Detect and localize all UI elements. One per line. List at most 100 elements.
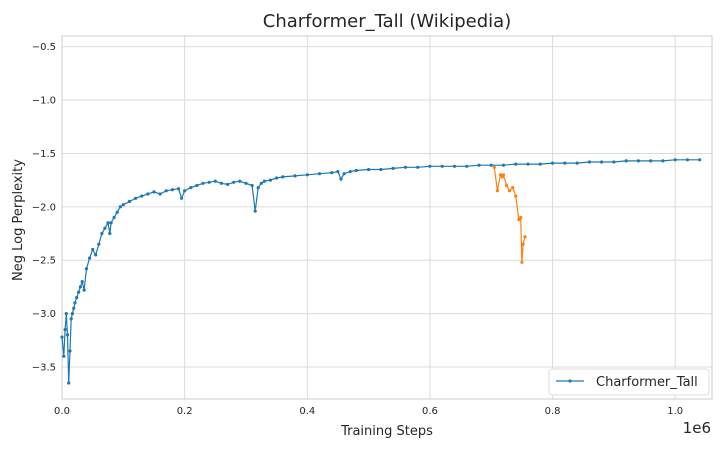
series-1-point <box>501 173 506 177</box>
series-0-point <box>259 181 263 185</box>
series-1-point <box>519 215 523 220</box>
series-0-point <box>275 176 279 180</box>
series-1-point <box>498 173 502 177</box>
y-axis-label: Neg Log Perplexity <box>11 159 26 281</box>
series-0-point <box>253 209 257 213</box>
series-0-point <box>305 173 309 177</box>
series-0-point <box>587 160 592 164</box>
series-0-point <box>201 181 205 185</box>
series-0-point <box>391 166 395 170</box>
series-0-point <box>367 167 371 172</box>
y-tick-label: −1.0 <box>32 96 56 107</box>
series-0-point <box>612 160 616 164</box>
x-axis-offset-label: 1e6 <box>683 419 711 437</box>
series-1-point <box>521 242 525 246</box>
series-0-point <box>477 163 481 167</box>
series-0-point <box>121 203 125 207</box>
series-0-point <box>112 215 116 220</box>
series-0-point <box>176 187 181 191</box>
series-0-point <box>403 165 407 169</box>
series-0-point <box>489 163 493 167</box>
legend-box <box>548 368 710 396</box>
series-0-point <box>330 171 334 175</box>
series-0-point <box>91 247 95 252</box>
series-1-point <box>505 183 509 188</box>
y-tick-label: −1.5 <box>32 149 56 160</box>
series-1-point <box>492 165 496 169</box>
series-0-point <box>673 158 677 162</box>
series-0-point <box>219 181 223 185</box>
series-0-point <box>77 290 81 294</box>
series-0-point <box>140 194 144 198</box>
series-line-0 <box>61 159 700 384</box>
series-0-point <box>64 312 68 316</box>
series-0-point <box>698 158 702 162</box>
series-0-point <box>317 172 322 176</box>
series-0-point <box>183 189 187 193</box>
series-0-point <box>452 164 457 168</box>
legend: Charformer_Tall <box>548 368 710 396</box>
series-1-point <box>495 189 499 193</box>
series-0-point <box>158 192 162 196</box>
series-0-point <box>152 190 156 194</box>
series-0-point <box>164 189 168 193</box>
series-0-point <box>115 210 119 214</box>
series-1-point <box>523 235 527 239</box>
series-0-point <box>465 164 469 168</box>
series-0-point <box>73 301 77 305</box>
grid-lines <box>61 36 712 399</box>
plot-area-frame <box>61 35 713 400</box>
series-0-point <box>127 199 132 204</box>
series-0-point <box>68 349 72 353</box>
series-0-point <box>501 163 506 167</box>
series-0-point <box>281 175 285 179</box>
series-0-point <box>348 170 352 174</box>
series-0-point <box>109 221 113 225</box>
series-0-point <box>106 221 110 225</box>
chart-title: Charformer_Tall (Wikipedia) <box>263 11 511 32</box>
x-tick-label: 0.6 <box>422 406 438 417</box>
series-0-point <box>551 161 555 165</box>
series-0-point <box>336 170 340 174</box>
series-0-point <box>293 174 297 178</box>
series-0-point <box>78 285 82 289</box>
series-0-point <box>118 205 122 209</box>
series-0-point <box>108 231 112 236</box>
series-0-point <box>69 317 73 321</box>
series-0-point <box>526 162 530 166</box>
x-tick-label: 0.0 <box>54 406 70 417</box>
series-0-point <box>213 179 217 183</box>
y-tick-label: −3.0 <box>32 309 56 320</box>
series-0-point <box>339 177 343 181</box>
series-1-point <box>520 260 524 264</box>
series-0-point <box>100 231 104 236</box>
series-0-point <box>342 172 346 176</box>
series-0-point <box>75 296 79 300</box>
series-0-point <box>232 180 236 184</box>
series-0-point <box>84 267 89 271</box>
series-0-point <box>170 188 174 192</box>
series-0-point <box>226 182 230 186</box>
series-0-point <box>189 186 193 190</box>
series-0-point <box>207 180 211 184</box>
legend-label: Charformer_Tall <box>596 375 698 390</box>
axis-ticks: 0.0 0.2 0.4 0.6 0.8 1.0 −0.5 −1.0 −1.5 −2.0 −2.5 −3… <box>32 42 683 417</box>
series-0-point <box>354 168 358 173</box>
y-tick-label: −3.5 <box>32 362 56 373</box>
series-0-point <box>600 160 604 164</box>
x-tick-label: 0.2 <box>177 406 193 417</box>
series-0-point <box>575 161 579 165</box>
series-0-point <box>238 179 242 183</box>
y-tick-label: −2.0 <box>32 202 56 213</box>
series-0-point <box>685 158 690 162</box>
series-0-point <box>195 183 199 188</box>
series-0-point <box>94 253 98 257</box>
series-0-point <box>379 167 383 172</box>
series-0-point <box>65 333 70 337</box>
x-axis-label: Training Steps <box>340 424 433 439</box>
series-1-point <box>514 194 518 198</box>
series-0-point <box>250 183 254 188</box>
series-0-point <box>103 226 107 230</box>
series-0-point <box>624 159 628 163</box>
